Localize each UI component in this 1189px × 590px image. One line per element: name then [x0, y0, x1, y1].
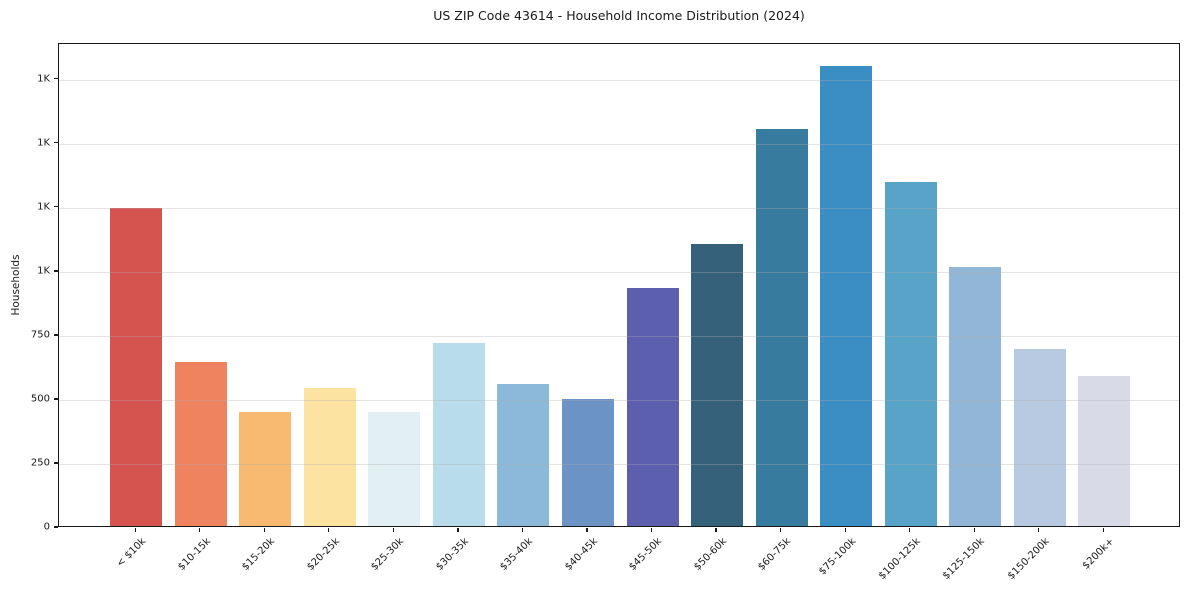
- x-tick-mark: [199, 528, 201, 532]
- y-tick-label: 1K: [37, 201, 50, 213]
- x-tick-mark: [715, 528, 717, 532]
- gridline: [59, 79, 1179, 81]
- bar: [1078, 376, 1131, 526]
- x-tick-mark: [1038, 528, 1040, 532]
- x-tick-mark: [780, 528, 782, 532]
- x-tick-mark: [392, 528, 394, 532]
- x-tick-mark: [909, 528, 911, 532]
- x-tick-mark: [134, 528, 136, 532]
- x-tick-mark: [521, 528, 524, 532]
- bar: [497, 383, 550, 526]
- bar: [626, 287, 679, 526]
- y-tick-label: 500: [30, 393, 50, 405]
- y-tick-mark: [54, 142, 58, 144]
- y-tick-mark: [54, 462, 58, 464]
- plot-area: [58, 43, 1180, 527]
- x-tick-label: $30-35k: [433, 536, 471, 573]
- y-tick-mark: [54, 78, 58, 80]
- x-tick-label: $50-60k: [691, 536, 729, 573]
- bar: [1013, 349, 1066, 526]
- bar: [691, 244, 744, 526]
- x-tick-mark: [650, 528, 653, 532]
- x-tick-label: $20-25k: [304, 536, 342, 573]
- x-tick-label: < $10k: [114, 536, 149, 570]
- y-tick-mark: [54, 398, 58, 400]
- y-tick-label: 0: [43, 521, 50, 533]
- x-tick-label: $60-75k: [756, 536, 794, 573]
- bar: [303, 387, 356, 526]
- y-tick-mark: [54, 206, 58, 208]
- chart-title: US ZIP Code 43614 - Household Income Dis…: [433, 8, 805, 23]
- x-tick-label: $15-20k: [240, 536, 278, 573]
- bar: [432, 342, 485, 526]
- y-tick-label: 750: [30, 329, 50, 341]
- x-tick-mark: [457, 528, 459, 532]
- bar: [755, 129, 808, 526]
- x-tick-label: $45-50k: [627, 536, 665, 573]
- y-tick-mark: [54, 526, 58, 528]
- x-tick-label: $10-15k: [175, 536, 213, 573]
- gridline: [59, 207, 1179, 209]
- y-tick-label: 250: [30, 457, 50, 469]
- gridline: [59, 271, 1179, 273]
- x-tick-mark: [1102, 528, 1104, 532]
- gridline: [59, 399, 1179, 401]
- x-tick-mark: [263, 528, 265, 532]
- x-tick-label: $35-40k: [498, 536, 536, 573]
- bar: [174, 362, 227, 526]
- gridline: [59, 335, 1179, 337]
- bar: [239, 412, 292, 526]
- bar: [562, 399, 614, 526]
- x-tick-label: $125-150k: [941, 536, 987, 582]
- bar: [368, 412, 421, 526]
- y-tick-label: 1K: [37, 73, 50, 85]
- x-tick-mark: [844, 528, 846, 532]
- bar: [884, 181, 937, 526]
- gridline: [59, 143, 1179, 145]
- x-tick-label: $100-125k: [876, 536, 923, 582]
- bar: [949, 267, 1002, 526]
- y-tick-label: 1K: [37, 265, 50, 277]
- y-axis-label: Households: [10, 254, 22, 316]
- y-tick-mark: [54, 270, 58, 272]
- y-tick-mark: [54, 334, 58, 336]
- gridline: [59, 463, 1179, 465]
- x-tick-label: $150-200k: [1005, 536, 1052, 582]
- bar: [820, 66, 873, 526]
- y-tick-label: 1K: [37, 137, 50, 149]
- x-tick-label: $25-30k: [369, 536, 407, 573]
- x-tick-mark: [586, 528, 588, 532]
- x-tick-label: $40-45k: [562, 536, 600, 573]
- x-tick-label: $75-100k: [816, 536, 858, 578]
- x-tick-label: $200k+: [1080, 536, 1117, 572]
- bar: [110, 208, 163, 526]
- x-tick-mark: [328, 528, 330, 532]
- x-tick-mark: [973, 528, 975, 532]
